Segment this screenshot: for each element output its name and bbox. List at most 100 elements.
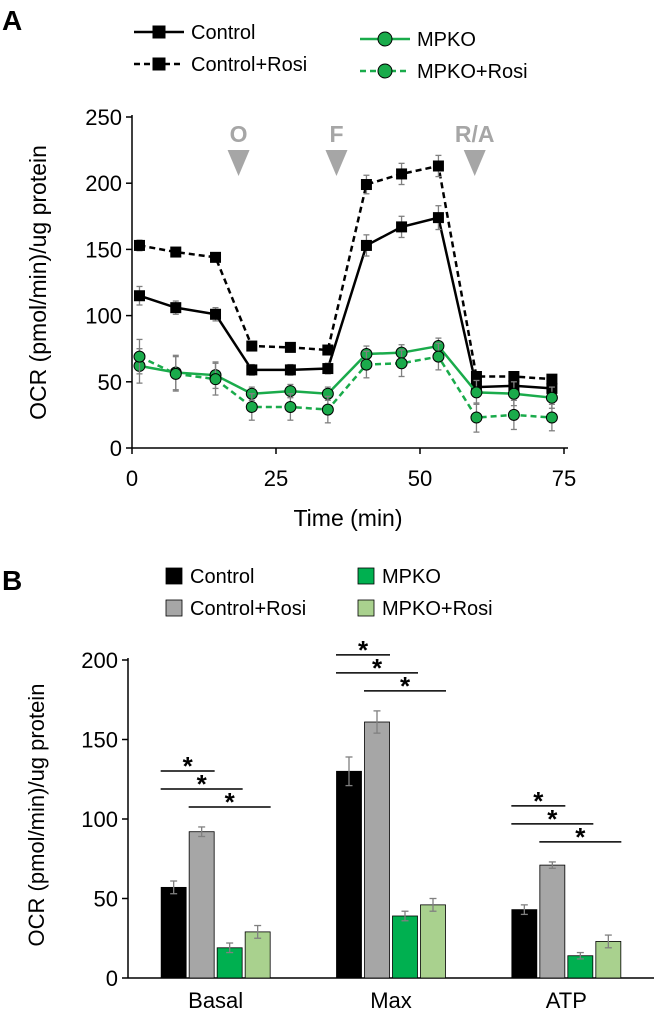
data-point [246,364,258,376]
data-point [322,344,334,356]
legend-marker [152,57,166,71]
data-point [246,340,258,352]
data-point [133,350,146,363]
significance-star: * [225,787,236,817]
legend-label: MPKO+Rosi [382,598,493,620]
line-chart: 0 50 100 150 200 250 0 25 50 75 Time (min) OCR (pmo… [25,22,576,531]
legend-swatch [357,599,375,617]
y-tick-label: 200 [81,648,118,673]
y-tick-label: 50 [94,887,118,912]
data-point [508,371,520,383]
category-label: Max [370,988,412,1009]
significance-star: * [533,786,544,816]
legend-label: MPKO [417,29,476,51]
legend-swatch [165,599,183,617]
bar [420,904,446,979]
data-point [432,160,444,172]
bar [364,721,390,979]
data-point [470,411,483,424]
injection-label: O [230,121,248,147]
injection-arrow-icon [325,150,348,176]
data-point [210,251,222,263]
y-axis-label: OCR (pmol/min)/ug protein [25,145,51,420]
significance-star: * [400,671,411,701]
data-point [284,400,297,413]
significance-star: * [372,653,383,683]
data-point [170,302,182,314]
data-point [545,411,558,424]
y-tick-label: 150 [81,728,118,753]
data-point [470,371,482,383]
legend-marker [152,25,166,39]
legend-swatch [165,567,183,585]
category-label: Basal [188,988,243,1009]
data-point [507,408,520,421]
data-point [507,387,520,400]
y-tick-label: 200 [85,171,122,196]
significance-star: * [358,635,369,665]
injection-arrow-icon [227,150,250,176]
y-axis-label: OCR (pmol/min)/ug protein [24,684,49,947]
significance-star: * [575,822,586,852]
bar [160,886,187,979]
legend-label: MPKO+Rosi [417,61,528,83]
data-point [209,373,222,386]
data-point [396,221,408,233]
series-line [139,344,553,399]
legend-label: Control+Rosi [191,54,307,76]
injection-arrow-icon [463,150,486,176]
legend-label: MPKO [382,566,441,588]
bar-chart: 0 50 100 150 200 OCR (pmol/min)/ug protein Bas… [24,566,654,1009]
data-point [284,364,296,376]
data-point [210,308,222,320]
significance-star: * [547,804,558,834]
data-point [169,367,182,380]
legend-marker [377,31,393,47]
legend-label: Control+Rosi [190,598,306,620]
x-tick-label: 25 [264,466,288,491]
bar [336,770,362,979]
bar [244,931,271,979]
significance-star: * [183,751,194,781]
data-point [395,357,408,370]
category-label: ATP [546,988,587,1009]
legend-label: Control [191,22,255,44]
series-line [138,355,552,419]
data-point [360,239,372,251]
y-tick-label: 250 [85,105,122,130]
x-tick-label: 75 [552,466,576,491]
data-point [396,168,408,180]
bar [511,909,538,979]
data-point [245,400,258,413]
data-point [170,246,182,258]
panel-a-label: A [2,5,22,36]
y-tick-label: 0 [106,966,118,991]
data-point [432,350,445,363]
bar [392,915,418,979]
data-point [284,341,296,353]
injection-label: R/A [455,121,495,147]
y-tick-label: 100 [85,304,122,329]
significance-star: * [197,769,208,799]
data-point [321,403,334,416]
panel-b-label: B [2,565,22,596]
data-point [322,363,334,375]
series-line [139,164,552,381]
legend-label: Control [190,566,254,588]
y-tick-label: 0 [110,436,122,461]
y-tick-label: 150 [85,237,122,262]
y-tick-label: 50 [98,370,122,395]
legend-marker [377,63,393,79]
series-line [139,216,552,390]
data-point [545,391,558,404]
bar [539,864,566,979]
y-tick-label: 100 [81,807,118,832]
data-point [546,373,558,385]
data-point [360,358,373,371]
x-tick-label: 0 [126,466,138,491]
bar [188,831,215,979]
legend-swatch [357,567,375,585]
data-point [432,212,444,224]
data-point [133,239,145,251]
